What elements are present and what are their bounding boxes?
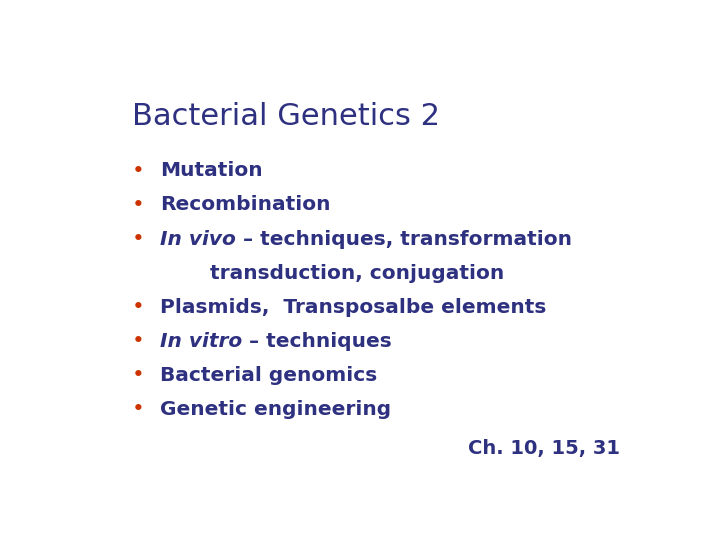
Text: Mutation: Mutation <box>160 161 262 180</box>
Text: •: • <box>132 366 145 386</box>
Text: Ch. 10, 15, 31: Ch. 10, 15, 31 <box>468 438 620 458</box>
Text: •: • <box>132 332 145 352</box>
Text: Recombination: Recombination <box>160 195 330 214</box>
Text: Plasmids,  Transposalbe elements: Plasmids, Transposalbe elements <box>160 298 546 317</box>
Text: In vitro: In vitro <box>160 332 242 351</box>
Text: In vivo: In vivo <box>160 230 235 248</box>
Text: •: • <box>132 297 145 317</box>
Text: Genetic engineering: Genetic engineering <box>160 400 391 419</box>
Text: transduction, conjugation: transduction, conjugation <box>182 264 504 282</box>
Text: •: • <box>132 229 145 249</box>
Text: •: • <box>132 400 145 420</box>
Text: •: • <box>132 161 145 181</box>
Text: Bacterial genomics: Bacterial genomics <box>160 366 377 385</box>
Text: – techniques, transformation: – techniques, transformation <box>235 230 572 248</box>
Text: •: • <box>132 195 145 215</box>
Text: Bacterial Genetics 2: Bacterial Genetics 2 <box>132 102 440 131</box>
Text: – techniques: – techniques <box>242 332 392 351</box>
